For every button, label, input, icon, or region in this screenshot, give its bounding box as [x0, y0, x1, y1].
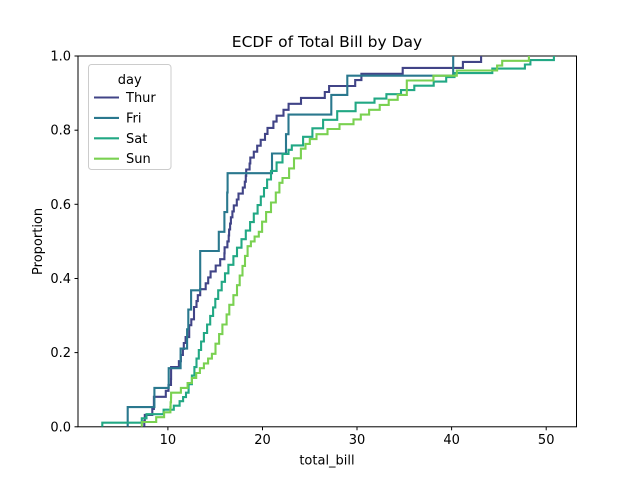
y-tick-label: 0.2	[50, 346, 71, 361]
y-tick-label: 0.4	[50, 272, 71, 287]
y-tick-label: 0.6	[50, 198, 71, 213]
ecdf-line-sat	[101, 56, 555, 427]
legend-label-thur: Thur	[125, 91, 156, 106]
legend-items: Thur Fri Sat Sun	[94, 91, 156, 167]
legend: day Thur Fri Sat Sun	[88, 64, 172, 170]
legend-label-fri: Fri	[126, 111, 142, 126]
y-axis-label: Proportion	[31, 208, 46, 275]
legend-label-sat: Sat	[126, 132, 147, 147]
x-axis-ticks: 10 20 30 40 50	[160, 426, 555, 448]
ecdf-lines	[101, 56, 555, 427]
x-tick-label: 10	[160, 433, 177, 448]
x-tick-label: 20	[254, 433, 271, 448]
x-tick-label: 30	[349, 433, 366, 448]
y-axis-ticks: 0.0 0.2 0.4 0.6 0.8 1.0	[50, 50, 78, 435]
x-axis-label: total_bill	[299, 454, 354, 469]
y-tick-label: 0.0	[50, 420, 71, 435]
x-tick-label: 50	[538, 433, 555, 448]
plot-title: ECDF of Total Bill by Day	[232, 33, 422, 51]
ecdf-line-fri	[126, 56, 455, 427]
ecdf-line-sun	[140, 56, 530, 427]
y-tick-label: 1.0	[50, 50, 71, 65]
legend-box	[88, 64, 172, 170]
legend-title: day	[118, 73, 142, 88]
y-tick-label: 0.8	[50, 124, 71, 139]
axes-spines	[77, 55, 577, 428]
x-tick-label: 40	[443, 433, 460, 448]
legend-label-sun: Sun	[126, 152, 151, 167]
